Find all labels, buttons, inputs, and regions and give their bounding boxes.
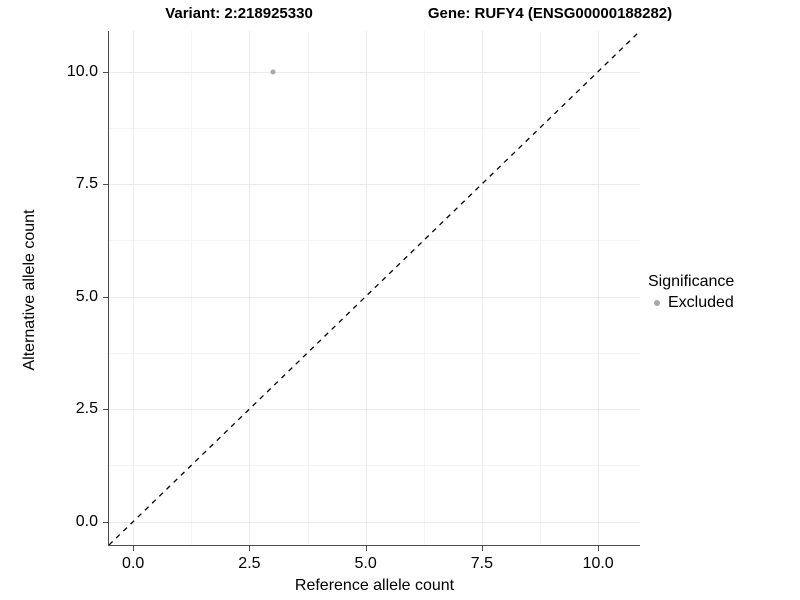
gridline-minor-vertical xyxy=(423,31,425,545)
gridline-major-vertical xyxy=(133,31,135,545)
legend-item-label: Excluded xyxy=(668,294,734,311)
y-tick-label: 5.0 xyxy=(75,287,98,305)
gridline-minor-horizontal xyxy=(109,352,640,354)
x-tick-label: 0.0 xyxy=(122,555,145,572)
x-tick-mark xyxy=(133,546,135,551)
y-tick-label: 0.0 xyxy=(75,512,98,530)
gridline-minor-horizontal xyxy=(109,465,640,467)
gridline-major-vertical xyxy=(481,31,483,545)
x-tick-mark xyxy=(598,546,600,551)
gene-title: Gene: RUFY4 (ENSG00000188282) xyxy=(427,5,673,22)
gridline-major-vertical xyxy=(598,31,600,545)
gridline-major-horizontal xyxy=(109,409,640,411)
gridline-minor-vertical xyxy=(191,31,193,545)
legend-dot-icon xyxy=(648,294,666,312)
x-axis-label: Reference allele count xyxy=(294,577,455,594)
x-tick-mark xyxy=(365,546,367,551)
legend: Significance Excluded xyxy=(648,272,734,313)
y-tick-mark xyxy=(103,521,108,523)
gridline-major-vertical xyxy=(249,31,251,545)
legend-title: Significance xyxy=(648,273,735,290)
y-tick-label: 2.5 xyxy=(75,400,98,418)
x-axis-line xyxy=(108,544,640,546)
y-tick-label: 10.0 xyxy=(66,62,98,80)
gridline-minor-vertical xyxy=(540,31,542,545)
x-tick-mark xyxy=(481,546,483,551)
x-tick-label: 10.0 xyxy=(582,555,614,572)
gridline-minor-horizontal xyxy=(109,240,640,242)
x-tick-mark xyxy=(249,546,251,551)
x-tick-label: 2.5 xyxy=(238,555,261,572)
y-tick-mark xyxy=(103,71,108,73)
gridline-major-horizontal xyxy=(109,296,640,298)
y-tick-mark xyxy=(103,296,108,298)
legend-items: Excluded xyxy=(648,293,734,313)
gridline-major-vertical xyxy=(365,31,367,545)
gridline-major-horizontal xyxy=(109,521,640,523)
y-tick-label: 7.5 xyxy=(75,175,98,193)
gridline-minor-vertical xyxy=(307,31,309,545)
y-axis-label: Alternative allele count xyxy=(21,209,38,371)
x-tick-label: 5.0 xyxy=(354,555,377,572)
identity-diagonal-line xyxy=(109,31,640,545)
variant-title: Variant: 2:218925330 xyxy=(165,5,313,22)
gridline-major-horizontal xyxy=(109,71,640,73)
x-tick-label: 7.5 xyxy=(470,555,494,572)
y-tick-mark xyxy=(103,184,108,186)
plot-panel xyxy=(109,31,640,545)
gridline-minor-horizontal xyxy=(109,127,640,129)
gridline-major-horizontal xyxy=(109,184,640,186)
y-tick-mark xyxy=(103,409,108,411)
legend-item[interactable]: Excluded xyxy=(648,293,734,313)
data-point xyxy=(270,69,276,74)
y-axis-ticks: 0.0 2.5 5.0 7.5 10.0 xyxy=(38,0,98,600)
